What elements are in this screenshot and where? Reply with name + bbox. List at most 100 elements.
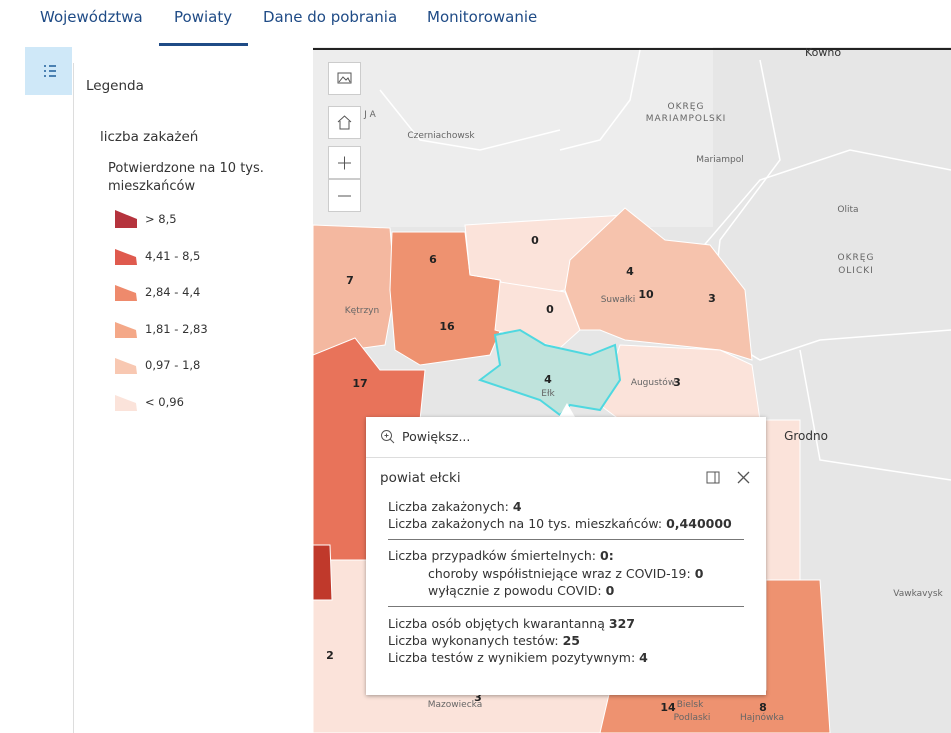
- popup-row: Liczba zakażonych na 10 tys. mieszkańców…: [388, 516, 732, 531]
- region-count: 7: [346, 274, 354, 287]
- legend-label: 2,84 - 4,4: [145, 285, 201, 299]
- home-button[interactable]: [328, 106, 361, 139]
- region-count: 0: [546, 303, 554, 316]
- list-icon: [44, 65, 56, 77]
- field-label: Liczba osób objętych kwarantanną: [388, 616, 605, 631]
- popup-row: wyłącznie z powodu COVID: 0: [428, 583, 614, 598]
- legend-label: > 8,5: [145, 212, 177, 226]
- place-name: Kowno: [805, 47, 841, 59]
- place-name: Augustów: [631, 377, 675, 388]
- region-count: 14: [660, 701, 676, 714]
- field-value: 327: [608, 616, 635, 631]
- field-value: 4: [512, 499, 522, 514]
- popup-pointer: [559, 403, 575, 417]
- field-value: 25: [562, 633, 580, 648]
- legend-swatch: [115, 248, 137, 265]
- place-name: Vawkavysk: [893, 589, 943, 599]
- field-value: 0: [605, 583, 615, 598]
- place-name: OKRĘG: [668, 102, 705, 112]
- icon: [337, 72, 352, 84]
- popup-row: Liczba testów z wynikiem pozytywnym: 4: [388, 650, 648, 665]
- field-label: Liczba testów z wynikiem pozytywnym:: [388, 650, 636, 665]
- region-count: 10: [638, 288, 654, 301]
- region: [313, 544, 333, 601]
- region-count: 0: [531, 234, 539, 247]
- legend-swatch: [115, 285, 137, 301]
- legend-layer: liczba zakażeń: [100, 129, 199, 145]
- basemap-button[interactable]: [328, 62, 361, 95]
- map-lighter: [313, 47, 713, 227]
- legend-swatch: [115, 210, 137, 228]
- tab[interactable]: Województwa: [40, 8, 143, 26]
- field-value: 0,440000: [666, 516, 732, 531]
- border: [799, 349, 951, 481]
- popup-row: Liczba zakażonych: 4: [388, 499, 522, 514]
- legend-button[interactable]: [25, 47, 72, 95]
- legend-title: Legenda: [86, 78, 144, 94]
- legend-label: < 0,96: [145, 394, 184, 409]
- region-count: 6: [429, 253, 437, 266]
- place-name: J A: [363, 110, 377, 120]
- icon: [338, 195, 351, 197]
- legend-label: 0,97 - 1,8: [145, 358, 201, 372]
- tab[interactable]: Powiaty: [174, 8, 233, 26]
- popup-row: choroby współistniejące wraz z COVID-19:…: [428, 566, 703, 581]
- place-name: Mariampol: [696, 155, 743, 165]
- place-name: Czerniachowsk: [407, 131, 475, 141]
- field-label: Liczba przypadków śmiertelnych:: [388, 548, 597, 563]
- border: [379, 89, 561, 151]
- swatch-shape: [115, 248, 137, 265]
- zoom-out-button[interactable]: [328, 179, 361, 212]
- icon: [338, 156, 351, 170]
- region-count: 16: [439, 320, 455, 333]
- region-count: 2: [326, 649, 334, 662]
- place-name: MARIAMPOLSKI: [646, 114, 727, 124]
- field-value: 4: [639, 650, 648, 665]
- place-name: Bielsk: [677, 700, 704, 710]
- field-label: wyłącznie z powodu COVID:: [428, 583, 602, 598]
- field-label: Liczba wykonanych testów:: [388, 633, 559, 648]
- divider: [388, 539, 744, 540]
- legend-label: 4,41 - 8,5: [145, 248, 201, 263]
- zoom-in-button[interactable]: [328, 146, 361, 179]
- place-name: Hajnówka: [740, 712, 784, 723]
- region: [313, 224, 396, 356]
- legend-panel: Legenda liczba zakażeń Potwierdzone na 1…: [73, 63, 314, 733]
- popup-row: Liczba przypadków śmiertelnych: 0:: [388, 548, 614, 563]
- region-count: 3: [673, 376, 681, 389]
- popup: Powiększ... powiat ełcki Liczba zakażony…: [366, 417, 766, 695]
- place-name: Olita: [837, 205, 858, 215]
- field-label: choroby współistniejące wraz z COVID-19:: [428, 566, 691, 581]
- region-count: 3: [474, 691, 482, 704]
- field-label: Liczba zakażonych na 10 tys. mieszkańców…: [388, 516, 663, 531]
- place-name: Kętrzyn: [345, 306, 379, 316]
- place-name: Mazowiecka: [428, 700, 482, 710]
- swatch-shape: [115, 394, 137, 411]
- region-count: 4: [626, 265, 634, 278]
- region-count: 4: [544, 373, 552, 386]
- border: [559, 49, 641, 151]
- place-name: Suwałki: [601, 295, 636, 305]
- legend-subtitle: Potwierdzone na 10 tys. mieszkańców: [108, 161, 264, 194]
- tab[interactable]: Dane do pobrania: [263, 8, 398, 26]
- place-name: Grodno: [784, 429, 828, 443]
- icon: [337, 115, 352, 130]
- zoom-icon: [381, 430, 395, 444]
- swatch-shape: [115, 210, 137, 228]
- field-value: 0: [694, 566, 704, 581]
- zoom-action[interactable]: Powiększ...: [402, 429, 471, 444]
- divider: [388, 606, 744, 607]
- popup-actions: [706, 471, 750, 484]
- region-count: 17: [352, 377, 367, 390]
- place-name: Podlaski: [674, 713, 711, 723]
- tab[interactable]: Monitorowanie: [427, 8, 538, 26]
- place-name: OLICKI: [838, 266, 874, 276]
- legend-swatch: [115, 321, 137, 338]
- active-underline: [159, 43, 248, 46]
- legend-label: 1,81 - 2,83: [145, 321, 208, 336]
- popup-row: Liczba osób objętych kwarantanną 327: [388, 616, 635, 631]
- field-value: 0:: [600, 548, 614, 563]
- legend-swatch: [115, 394, 137, 411]
- region-count: 8: [759, 701, 767, 714]
